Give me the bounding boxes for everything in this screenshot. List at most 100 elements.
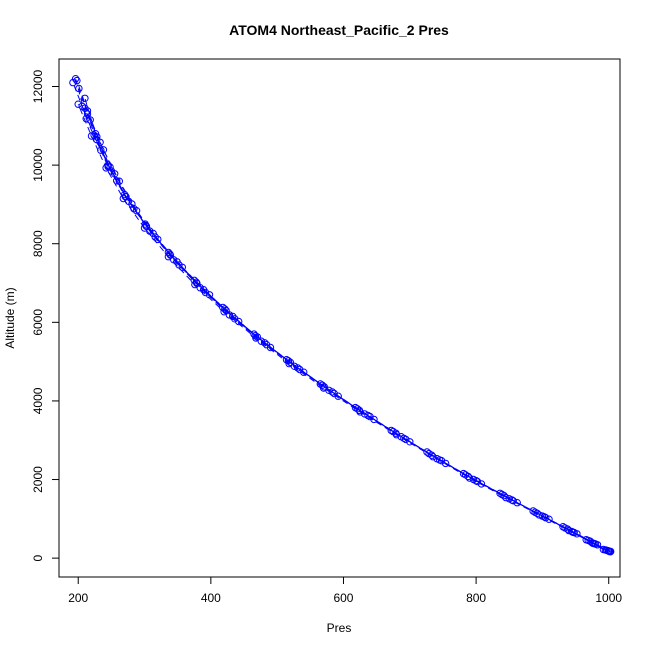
data-point xyxy=(540,513,549,521)
data-point xyxy=(251,332,260,340)
data-point xyxy=(113,177,121,185)
data-point xyxy=(601,546,610,554)
data-point xyxy=(400,434,408,442)
data-point xyxy=(559,523,567,531)
data-point xyxy=(205,291,214,299)
data-point xyxy=(531,508,539,516)
y-tick-label: 2000 xyxy=(31,466,45,493)
data-point xyxy=(300,368,308,376)
data-point xyxy=(260,339,269,347)
data-point xyxy=(459,469,468,478)
y-axis-label: Altitude (m) xyxy=(3,287,17,348)
x-axis: 200 400 600 800 1000 xyxy=(68,576,622,605)
data-point xyxy=(229,312,237,321)
data-point xyxy=(164,248,173,257)
profile-series xyxy=(74,100,613,555)
data-point xyxy=(219,303,227,312)
data-point xyxy=(132,207,141,215)
data-point xyxy=(115,177,124,185)
chart-title: ATOM4 Northeast_Pacific_2 Pres xyxy=(229,22,449,38)
data-point xyxy=(86,116,94,124)
data-point xyxy=(593,541,602,549)
y-axis: 0 2000 4000 6000 8000 10000 12000 xyxy=(31,70,60,561)
series-line xyxy=(76,80,610,552)
profile-series xyxy=(69,78,611,554)
series-line xyxy=(84,107,609,552)
data-point xyxy=(154,235,162,244)
y-tick-label: 12000 xyxy=(31,70,45,104)
data-point xyxy=(190,276,199,284)
profile-series xyxy=(73,76,614,555)
data-point xyxy=(353,405,362,413)
data-point xyxy=(364,411,372,420)
data-point xyxy=(496,489,504,497)
profile-series xyxy=(81,94,608,554)
data-point xyxy=(149,229,157,238)
data-point xyxy=(99,146,108,154)
data-point xyxy=(472,477,480,485)
data-point xyxy=(96,138,104,147)
data-point xyxy=(561,524,569,532)
data-point xyxy=(122,192,130,201)
data-point xyxy=(389,427,397,436)
data-point xyxy=(192,278,201,286)
data-point xyxy=(318,381,326,389)
y-tick-label: 8000 xyxy=(31,230,45,257)
profile-series xyxy=(81,104,612,555)
data-point xyxy=(461,471,470,479)
data-point xyxy=(569,528,577,536)
data-point xyxy=(173,258,181,266)
data-point xyxy=(606,548,614,556)
data-point xyxy=(316,380,324,388)
data-point xyxy=(529,507,537,515)
data-point xyxy=(370,415,378,424)
data-point xyxy=(545,515,553,523)
series-line xyxy=(87,113,606,551)
data-point xyxy=(294,364,302,372)
data-point xyxy=(284,357,293,365)
data-point xyxy=(473,477,482,486)
x-tick-label: 400 xyxy=(201,591,221,605)
y-tick-label: 4000 xyxy=(31,387,45,414)
data-point xyxy=(128,200,136,208)
y-tick-label: 0 xyxy=(31,554,45,561)
profile-series xyxy=(71,75,615,556)
data-point xyxy=(83,110,92,118)
x-tick-label: 800 xyxy=(466,591,486,605)
data-point xyxy=(435,456,444,464)
data-point xyxy=(584,536,592,545)
y-tick-label: 10000 xyxy=(31,148,45,182)
x-axis-label: Pres xyxy=(327,621,352,635)
x-tick-label: 600 xyxy=(333,591,353,605)
data-point xyxy=(178,263,187,271)
data-point xyxy=(75,84,83,93)
data-point xyxy=(387,426,395,435)
data-point xyxy=(282,356,291,364)
data-point xyxy=(425,449,433,458)
data-point xyxy=(328,388,336,396)
data-point xyxy=(235,317,243,326)
plot-data xyxy=(69,75,615,556)
data-point xyxy=(142,221,150,230)
data-point xyxy=(199,286,208,294)
data-point xyxy=(477,480,486,488)
series-line xyxy=(77,104,609,552)
data-point xyxy=(225,311,234,319)
data-point xyxy=(590,539,598,548)
data-point xyxy=(498,490,506,499)
series-line xyxy=(78,88,611,553)
data-point xyxy=(573,530,581,538)
profile-series xyxy=(75,84,614,556)
data-point xyxy=(250,330,258,338)
data-point xyxy=(73,76,81,85)
data-point xyxy=(334,392,342,400)
data-point xyxy=(81,94,89,103)
data-point xyxy=(513,499,521,507)
data-point xyxy=(266,343,275,352)
series-line xyxy=(72,82,607,551)
data-point xyxy=(111,170,119,178)
data-point xyxy=(441,459,450,468)
series-line xyxy=(84,98,604,550)
series-line xyxy=(75,78,611,552)
